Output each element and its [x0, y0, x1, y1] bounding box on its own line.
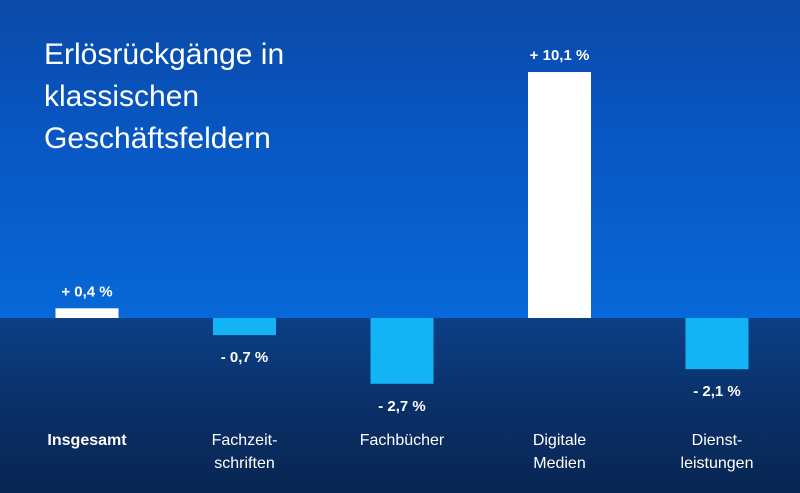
value-label-4: - 2,1 %	[693, 383, 741, 400]
category-label-3: Digitale Medien	[533, 432, 586, 472]
category-label-0: Insgesamt	[47, 432, 127, 449]
value-label-1: - 0,7 %	[221, 349, 269, 366]
value-label-3: + 10,1 %	[530, 47, 590, 64]
bar-0	[55, 308, 119, 318]
bar-4	[685, 318, 749, 370]
value-label-0: + 0,4 %	[61, 283, 112, 300]
value-label-2: - 2,7 %	[378, 398, 426, 415]
chart-title-line: klassischen	[44, 80, 200, 113]
category-label-1: Fachzeit-schriften	[212, 432, 278, 472]
bar-2	[370, 318, 434, 384]
bar-3	[528, 72, 591, 318]
chart-title-line: Geschäftsfeldern	[44, 122, 271, 155]
category-label-2: Fachbücher	[360, 432, 445, 449]
chart-title-line: Erlösrückgänge in	[44, 38, 285, 71]
background-upper	[0, 0, 800, 318]
bar-1	[213, 318, 276, 336]
category-label-4: Dienst-leistungen	[681, 432, 754, 472]
chart-title: Erlösrückgänge in klassischen Geschäftsf…	[44, 34, 424, 160]
